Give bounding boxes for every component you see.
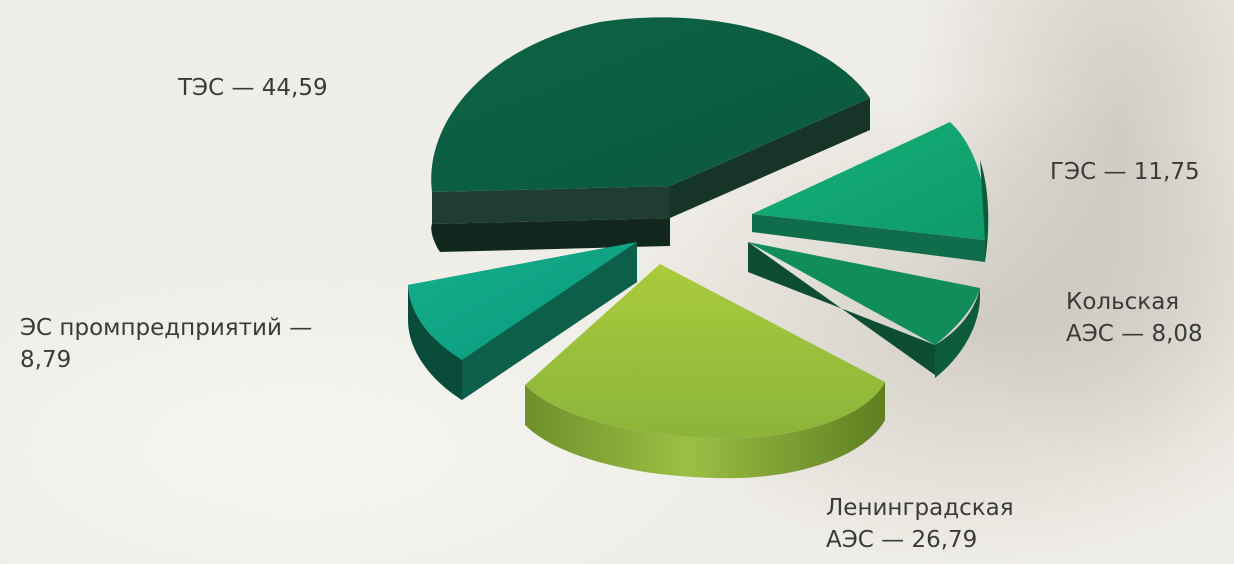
slice-es-prom [408, 242, 637, 400]
label-kolskaya-line2: АЭС — 8,08 [1066, 321, 1203, 347]
label-tes: ТЭС — 44,59 [178, 72, 328, 104]
slice-kolskaya [748, 242, 980, 378]
label-es-prom-line2: 8,79 [20, 347, 72, 373]
label-leningradskaya: Ленинградская АЭС — 26,79 [826, 492, 1014, 556]
label-es-prom: ЭС промпредприятий — 8,79 [20, 312, 312, 376]
label-es-prom-line1: ЭС промпредприятий — [20, 315, 313, 341]
label-kolskaya: Кольская АЭС — 8,08 [1066, 286, 1203, 350]
label-leningradskaya-line2: АЭС — 26,79 [826, 527, 978, 553]
label-tes-text: ТЭС — 44,59 [178, 75, 328, 101]
slice-ges [752, 122, 989, 262]
label-kolskaya-line1: Кольская [1066, 289, 1180, 315]
label-leningradskaya-line1: Ленинградская [826, 495, 1014, 521]
slice-tes [431, 17, 870, 252]
label-ges-text: ГЭС — 11,75 [1050, 159, 1200, 185]
slice-leningradskaya [525, 264, 885, 479]
label-ges: ГЭС — 11,75 [1050, 156, 1200, 188]
